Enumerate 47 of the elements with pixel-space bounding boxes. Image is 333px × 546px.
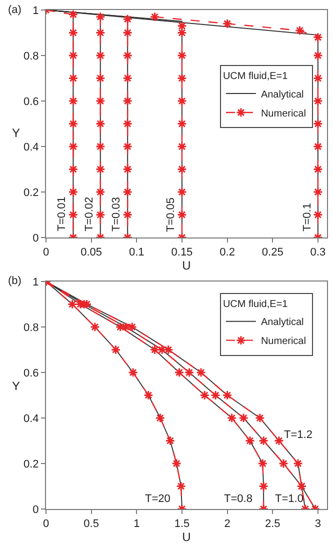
annotation: T=0.05 [164, 197, 177, 232]
x-tick-label: 1 [134, 518, 140, 530]
y-tick-label: 0.2 [24, 458, 39, 470]
y-axis-title: Y [12, 126, 20, 140]
annotation: T=1.2 [284, 429, 312, 441]
text: (b) [8, 275, 22, 287]
y-tick-label: 0.2 [24, 186, 39, 199]
y-tick-label: 0.8 [24, 322, 39, 334]
x-axis-title: U [182, 258, 191, 273]
y-tick-label: 0.6 [24, 367, 39, 380]
x-tick-label: 0.5 [84, 518, 99, 530]
legend-label: Analytical [260, 317, 304, 328]
y-axis-title: Y [12, 379, 20, 393]
x-tick-label: 0.05 [80, 246, 102, 259]
y-tick-label: 0.6 [24, 96, 39, 108]
x-tick-label: 0.2 [220, 246, 235, 259]
y-tick-label: 0.4 [24, 412, 39, 425]
annotation: T=0.03 [110, 197, 123, 232]
legend-title: UCM fluid,E=1 [222, 298, 288, 310]
x-axis-title: U [182, 530, 191, 544]
legend-label: Numerical [260, 336, 306, 348]
x-tick-label: 0.15 [171, 246, 193, 259]
x-tick-label: 0 [42, 518, 50, 530]
legend-label: Analytical [260, 89, 304, 100]
x-tick-label: 3 [314, 518, 322, 530]
annotation: T=20 [145, 493, 170, 505]
annotation: T=0.01 [56, 196, 68, 232]
x-tick-label: 1.5 [174, 518, 190, 530]
x-tick-label: 2.5 [264, 518, 280, 530]
y-tick-label: 0.8 [24, 50, 39, 62]
x-tick-label: 0.25 [262, 246, 284, 259]
annotation: T=1.0 [275, 493, 304, 505]
x-tick-label: 0.1 [129, 246, 144, 259]
x-tick-label: 2 [224, 518, 230, 530]
y-tick-label: 0.4 [24, 141, 39, 154]
y-tick-label: 0 [32, 504, 39, 516]
text: (a) [8, 4, 22, 16]
y-tick-label: 0 [32, 232, 39, 244]
x-tick-label: 0 [42, 246, 50, 259]
x-tick-label: 0.3 [310, 246, 326, 259]
legend-label: Numerical [260, 108, 306, 120]
legend-title: UCM fluid,E=1 [222, 70, 288, 82]
annotation: T=0.02 [83, 196, 96, 232]
annotation: T=0.1 [301, 203, 314, 232]
annotation: T=0.8 [224, 493, 252, 505]
y-tick-label: 1 [32, 4, 39, 17]
y-tick-label: 1 [32, 276, 39, 288]
